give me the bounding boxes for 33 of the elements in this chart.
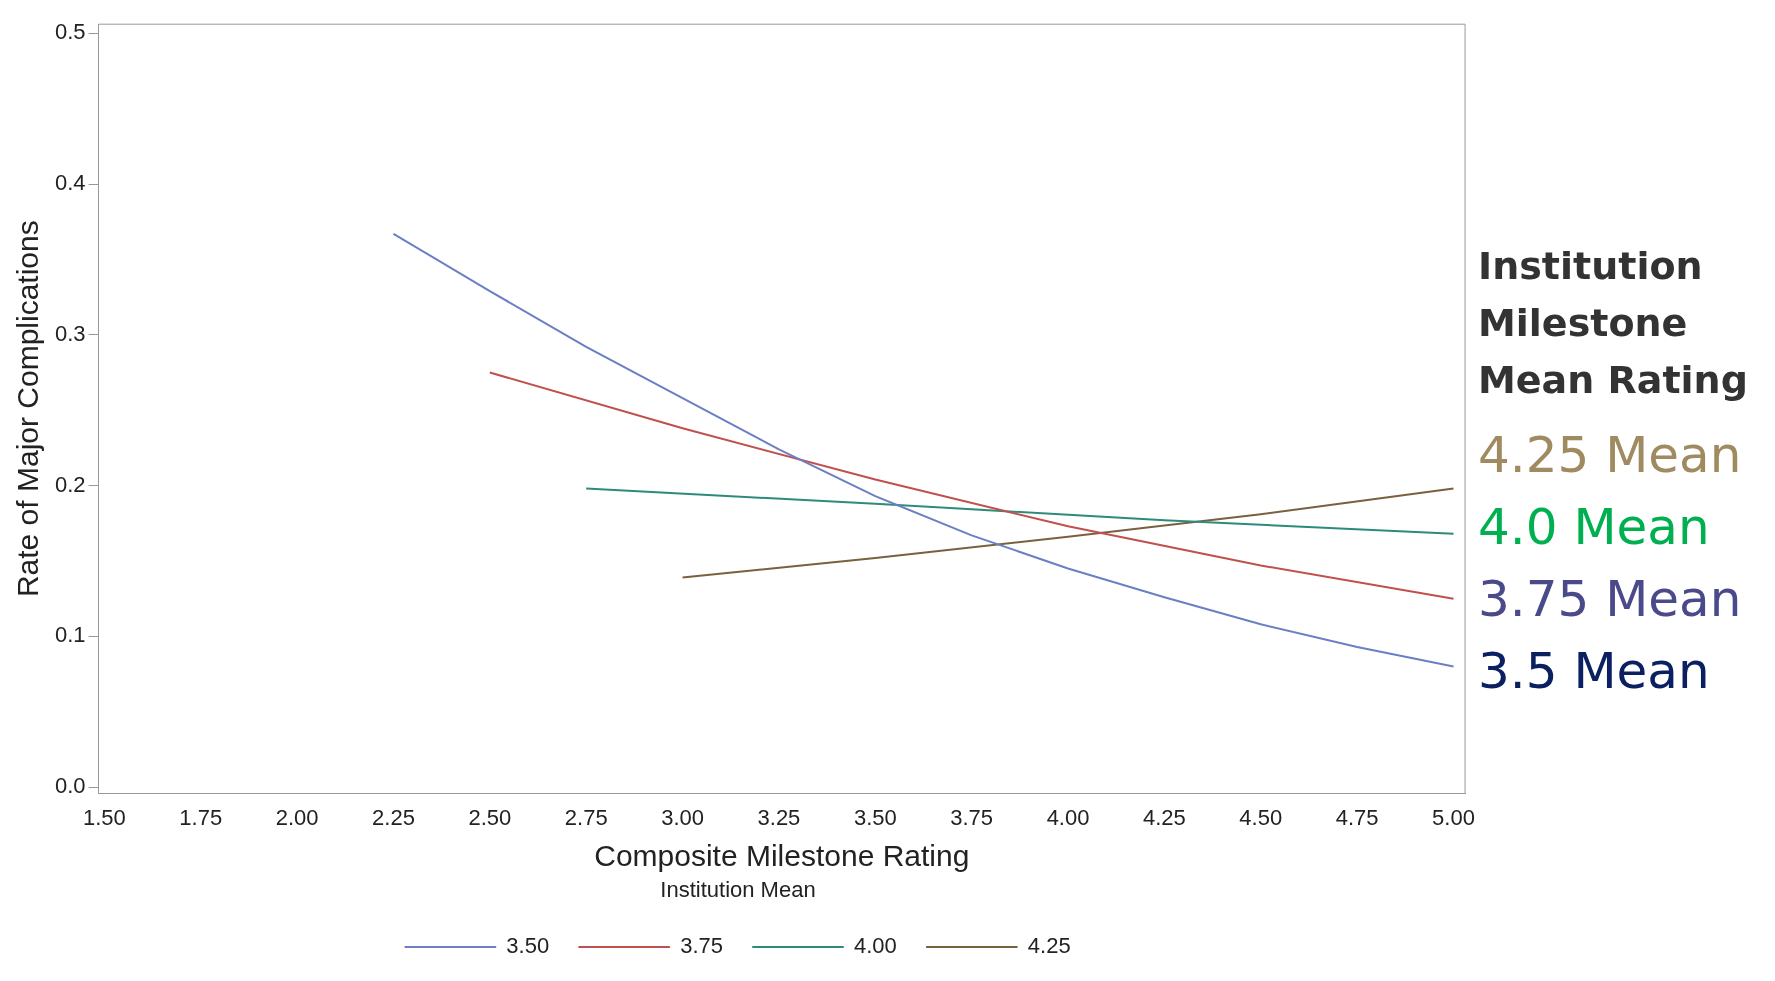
x-tick-label: 4.00 (1046, 805, 1090, 831)
x-tick-label: 2.50 (468, 805, 512, 831)
x-tick-label: 2.75 (564, 805, 608, 831)
y-axis-title: Rate of Major Complications (11, 220, 45, 598)
x-tick-label: 3.25 (757, 805, 801, 831)
y-tick-label: 0.1 (54, 622, 86, 648)
y-tick-label: 0.0 (54, 773, 86, 799)
legend-label: 4.25 (1027, 933, 1071, 959)
legend-title: Institution Mean (660, 876, 816, 902)
x-tick-label: 2.00 (275, 805, 319, 831)
legend-label: 3.75 (680, 933, 724, 959)
y-tick-label: 0.4 (54, 170, 86, 196)
text: 3.5 Mean (1478, 641, 1711, 702)
x-axis-title: Composite Milestone Rating (594, 838, 970, 872)
x-tick-label: 4.75 (1335, 805, 1379, 831)
text: Institution Milestone Mean Rating (1478, 243, 1749, 404)
x-tick-label: 1.50 (82, 805, 126, 831)
x-tick-label: 5.00 (1432, 805, 1475, 831)
text: 4.0 Mean (1478, 497, 1711, 558)
legend-label: 3.50 (506, 933, 550, 959)
y-tick-label: 0.5 (54, 19, 86, 45)
x-tick-label: 3.00 (661, 805, 704, 831)
x-tick-label: 4.50 (1239, 805, 1283, 831)
legend-label: 4.00 (854, 933, 897, 959)
y-tick-label: 0.3 (54, 320, 86, 346)
text: 3.75 Mean (1478, 569, 1743, 630)
text: 4.25 Mean (1478, 425, 1743, 486)
x-tick-label: 1.75 (179, 805, 223, 831)
x-tick-label: 3.50 (853, 805, 897, 831)
x-tick-label: 4.25 (1142, 805, 1186, 831)
y-tick-label: 0.2 (54, 471, 86, 497)
x-tick-label: 3.75 (950, 805, 994, 831)
x-tick-label: 2.25 (372, 805, 415, 831)
